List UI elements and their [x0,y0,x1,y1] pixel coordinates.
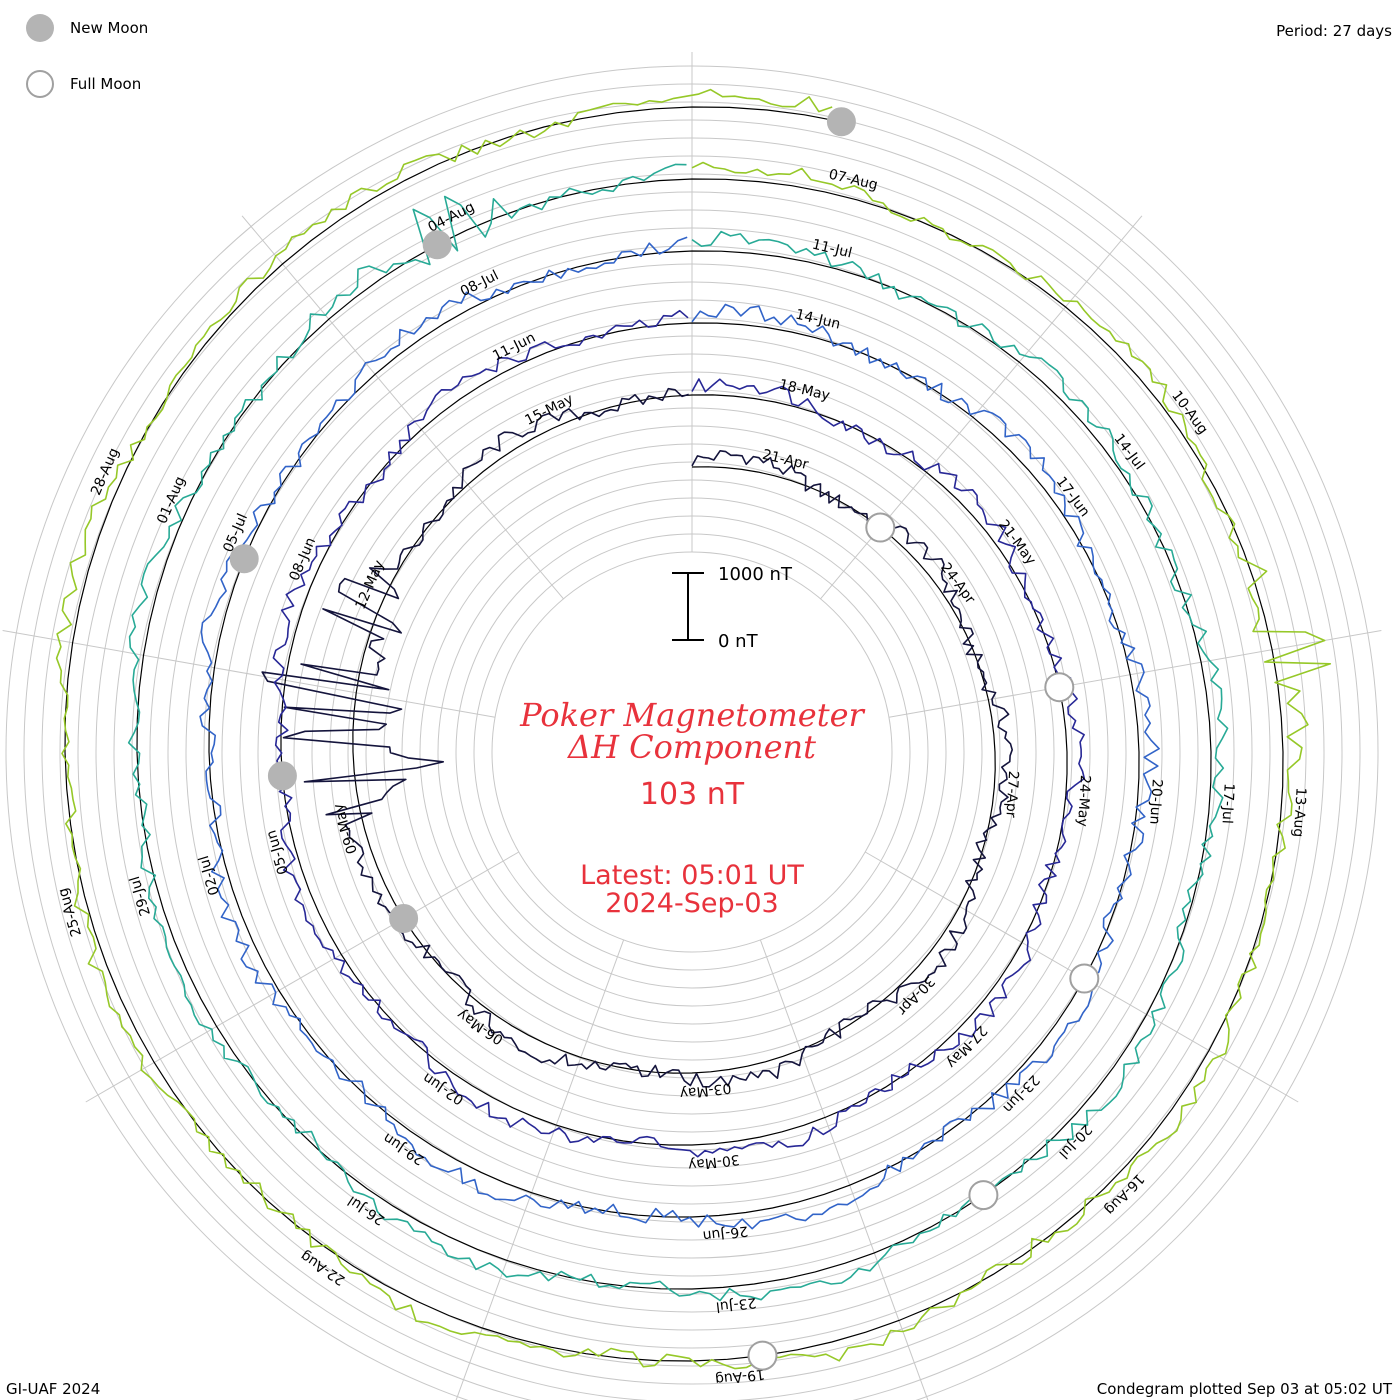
trace-rotation-1 [261,387,1013,1088]
full-moon-marker [865,512,896,543]
date-label: 11-Jul [810,237,853,262]
date-label: 22-Aug [298,1247,348,1288]
legend-full-moon: Full Moon [26,68,141,100]
data-trace [55,88,1332,1370]
day-spoke [888,629,1382,718]
full-moon-marker [1069,963,1100,994]
full-moon-marker [1044,672,1075,703]
new-moon-marker [229,544,259,574]
scale-top-label: 1000 nT [718,564,793,585]
trace-rotation-5 [55,88,1332,1370]
date-label: 03-May [679,1079,732,1101]
legend-new-moon-label: New Moon [70,19,149,37]
date-label: 24-May [1074,774,1093,827]
new-moon-marker [389,904,419,933]
chart-title: Poker Magnetometer [519,696,865,734]
chart-subtitle: ΔH Component [566,728,816,766]
date-label: 19-Aug [714,1366,765,1388]
date-label: 05-Jun [263,828,291,876]
day-spoke [455,939,625,1400]
date-label: 26-Jun [702,1222,749,1243]
date-label: 12-May [353,558,388,612]
date-label: 13-Aug [1290,787,1309,838]
full-moon-marker [747,1340,778,1371]
legend-full-moon-label: Full Moon [70,75,142,93]
period-label: Period: 27 days [1276,22,1392,40]
date-label: 20-Jul [1055,1121,1094,1161]
date-label: 17-Jul [1218,783,1236,824]
latest-time: Latest: 05:01 UT [580,860,804,891]
date-label: 24-Apr [937,560,978,607]
date-label: 18-May [777,377,831,404]
new-moon-marker [826,107,856,137]
date-label: 14-Jul [1110,431,1147,473]
date-label: 29-Jul [127,874,154,917]
date-label: 27-May [943,1022,990,1071]
date-label: 23-Jun [999,1072,1042,1116]
credit-label: GI-UAF 2024 [6,1380,101,1398]
moon-markers [229,107,1100,1371]
full-moon-icon [26,70,54,98]
new-moon-marker [422,230,452,260]
date-label: 30-May [687,1151,740,1173]
current-value: 103 nT [640,777,745,812]
day-spoke [85,851,520,1103]
center-text: Poker Magnetometer ΔH Component 103 nT L… [519,696,865,919]
new-moon-icon [26,14,54,42]
legend-new-moon: New Moon [26,12,148,44]
latest-date: 2024-Sep-03 [605,888,778,919]
trace-rotation-2 [272,309,1086,1158]
trace-rotation-4 [127,163,1229,1302]
trace-rotation-3 [199,236,1160,1230]
date-label: 07-Aug [827,167,879,194]
new-moon-marker [267,761,297,791]
date-label: 27-Apr [1002,770,1021,818]
full-moon-marker [968,1180,999,1211]
plotted-label: Condegram plotted Sep 03 at 05:02 UT [1096,1380,1392,1398]
scale-bar: 1000 nT 0 nT [672,564,793,652]
date-label: 16-Aug [1101,1170,1147,1217]
date-label: 23-Jul [715,1294,757,1315]
date-label: 21-Apr [761,447,810,473]
date-label: 20-Jun [1146,779,1165,825]
scale-bottom-label: 0 nT [718,631,759,652]
day-spoke [820,215,1143,600]
day-spoke [2,629,496,718]
day-spoke [241,215,564,600]
